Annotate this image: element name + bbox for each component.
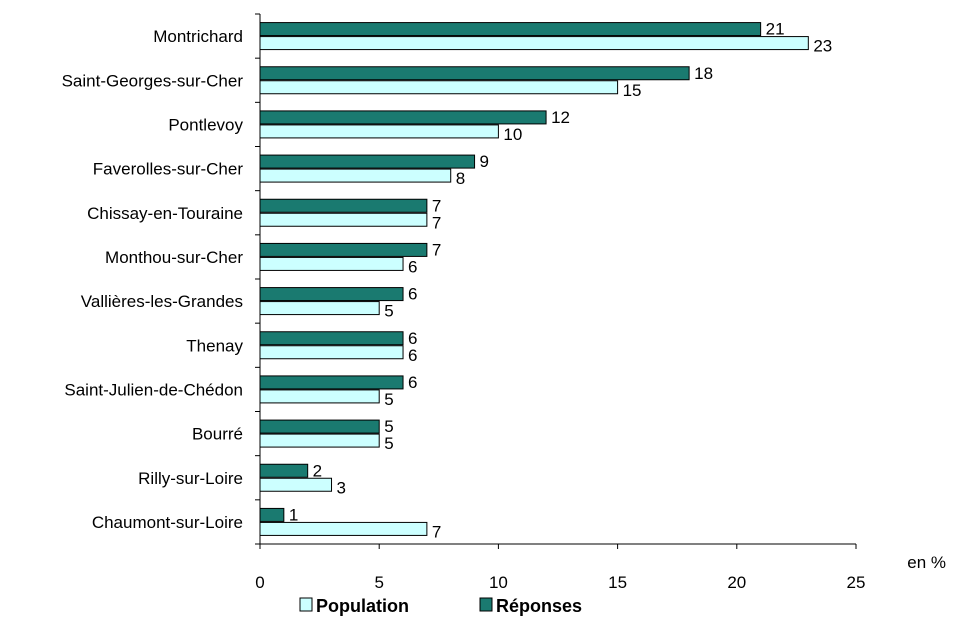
x-unit-label: en % [907, 553, 946, 572]
bar-population [259, 168, 452, 183]
data-label-reponses: 5 [384, 417, 393, 436]
x-tick-label: 10 [489, 573, 508, 592]
category-label: Saint-Georges-sur-Cher [62, 71, 244, 90]
bar-reponses [259, 463, 309, 478]
data-label-population: 10 [503, 125, 522, 144]
legend-swatch-reponses [479, 597, 493, 612]
legend: Population Réponses [299, 596, 582, 616]
bar-population [259, 477, 333, 492]
data-label-reponses: 6 [408, 329, 417, 348]
bar-reponses [259, 66, 690, 81]
bar-reponses [259, 154, 476, 169]
data-label-population: 7 [432, 522, 441, 541]
category-label: Saint-Julien-de-Chédon [64, 380, 243, 399]
x-tick-label: 5 [374, 573, 383, 592]
data-label-population: 8 [456, 169, 465, 188]
category-label: Thenay [186, 336, 243, 355]
bar-reponses [259, 198, 428, 213]
bar-population [259, 36, 809, 51]
legend-swatch-population [299, 597, 313, 612]
category-label: Rilly-sur-Loire [138, 469, 243, 488]
category-label: Vallières-les-Grandes [81, 292, 243, 311]
bar-population [259, 345, 404, 360]
bar-population [259, 433, 380, 448]
bar-population [259, 124, 499, 139]
data-label-reponses: 18 [694, 64, 713, 83]
x-tick-label: 0 [255, 573, 264, 592]
bar-population [259, 301, 380, 316]
data-label-population: 5 [384, 302, 393, 321]
bar-reponses [259, 22, 762, 37]
data-label-reponses: 12 [551, 108, 570, 127]
bar-reponses [259, 287, 404, 302]
data-label-reponses: 7 [432, 240, 441, 259]
category-label: Pontlevoy [168, 115, 243, 134]
x-tick-label: 15 [608, 573, 627, 592]
category-label: Chissay-en-Touraine [87, 204, 243, 223]
data-label-population: 23 [813, 37, 832, 56]
category-label: Faverolles-sur-Cher [93, 160, 244, 179]
bar-reponses [259, 242, 428, 257]
bar-reponses [259, 375, 404, 390]
data-label-population: 3 [337, 478, 346, 497]
data-label-population: 6 [408, 346, 417, 365]
data-label-population: 7 [432, 213, 441, 232]
data-label-population: 5 [384, 390, 393, 409]
legend-label-population: Population [316, 596, 409, 616]
category-label: Chaumont-sur-Loire [92, 513, 243, 532]
bar-population [259, 80, 619, 95]
legend-label-reponses: Réponses [496, 596, 582, 616]
category-label: Bourré [192, 425, 243, 444]
bar-reponses [259, 419, 380, 434]
x-tick-label: 20 [727, 573, 746, 592]
data-label-population: 5 [384, 434, 393, 453]
bar-population [259, 212, 428, 227]
data-label-population: 15 [623, 81, 642, 100]
data-label-reponses: 21 [766, 20, 785, 39]
bar-reponses [259, 331, 404, 346]
bar-population [259, 521, 428, 536]
data-label-population: 6 [408, 257, 417, 276]
category-label: Monthou-sur-Cher [105, 248, 243, 267]
data-label-reponses: 1 [289, 505, 298, 524]
data-label-reponses: 6 [408, 373, 417, 392]
data-label-reponses: 2 [313, 461, 322, 480]
bar-reponses [259, 110, 547, 125]
data-label-reponses: 9 [480, 152, 489, 171]
bar-reponses [259, 507, 285, 522]
category-label: Montrichard [153, 27, 243, 46]
bar-population [259, 256, 404, 271]
bar-population [259, 389, 380, 404]
data-label-reponses: 7 [432, 196, 441, 215]
data-label-reponses: 6 [408, 285, 417, 304]
x-tick-label: 25 [847, 573, 866, 592]
